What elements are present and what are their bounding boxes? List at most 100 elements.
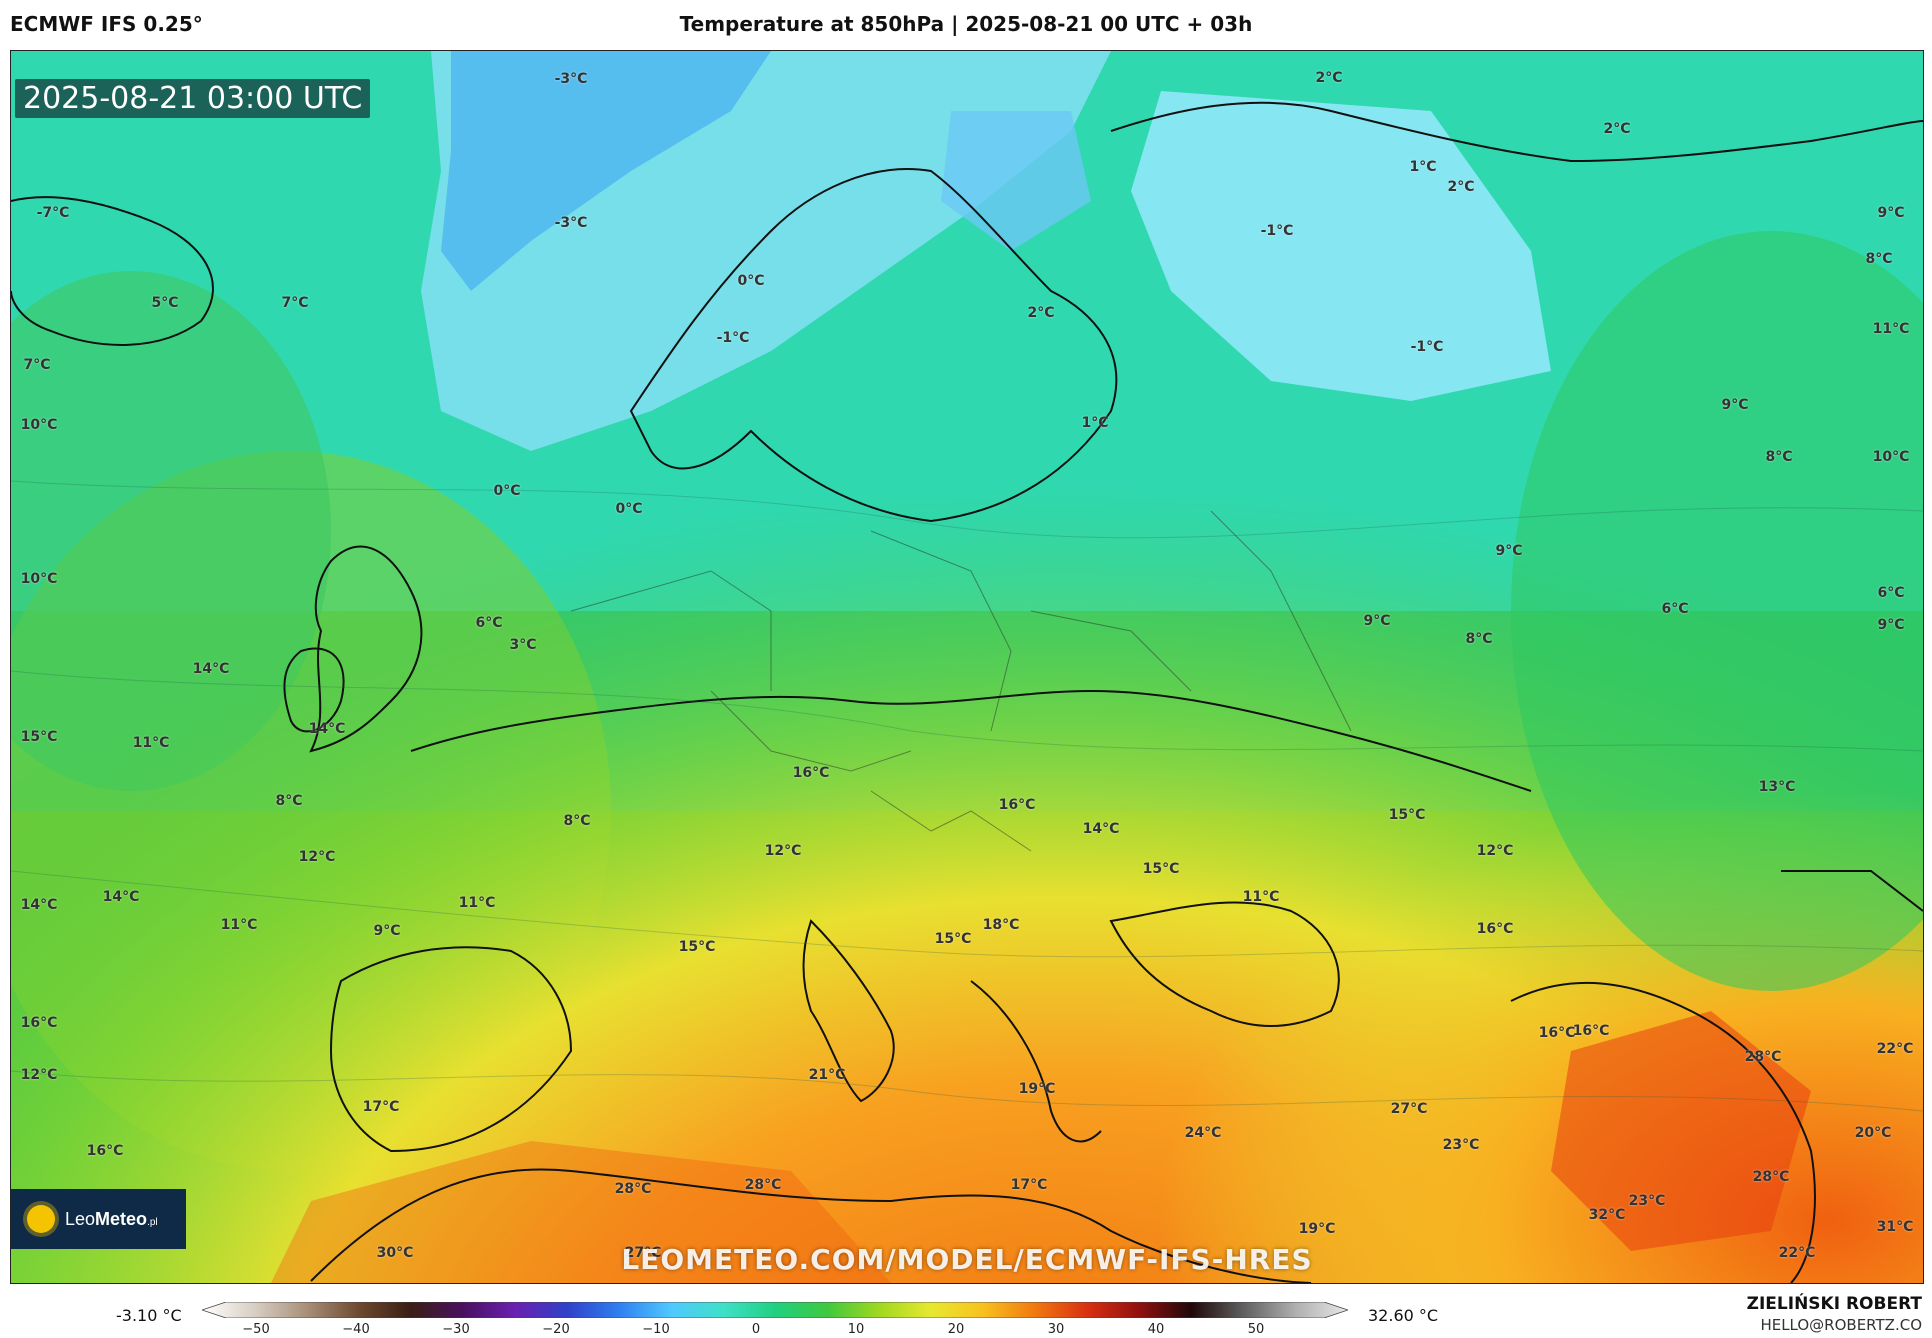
temp-label: 23°C xyxy=(1442,1137,1480,1153)
temp-label: 16°C xyxy=(998,797,1036,813)
temp-label: 7°C xyxy=(281,295,309,311)
temp-label: 2°C xyxy=(1027,305,1055,321)
legend-tick: −10 xyxy=(642,1322,670,1337)
legend-tick: −30 xyxy=(442,1322,470,1337)
temp-label: 16°C xyxy=(1572,1023,1610,1039)
temp-label: 16°C xyxy=(86,1143,124,1159)
temp-label: 9°C xyxy=(373,923,401,939)
temp-label: 9°C xyxy=(1877,205,1905,221)
temp-label: 12°C xyxy=(1476,843,1514,859)
logo-text: LeoMeteo.pl xyxy=(65,1208,158,1229)
temp-label: 28°C xyxy=(1752,1169,1790,1185)
legend-tick: 0 xyxy=(751,1322,761,1337)
temp-label: 28°C xyxy=(744,1177,782,1193)
temp-label: 15°C xyxy=(1142,861,1180,877)
temp-label: 12°C xyxy=(298,849,336,865)
legend-max-value: 32.60 °C xyxy=(1368,1306,1439,1325)
temp-label: 1°C xyxy=(1081,415,1109,431)
temp-label: 15°C xyxy=(678,939,716,955)
temp-label: 15°C xyxy=(1388,807,1426,823)
temp-label: 16°C xyxy=(20,1015,58,1031)
temp-label: 2°C xyxy=(1315,70,1343,86)
legend-tick: 10 xyxy=(847,1322,865,1337)
temp-label: 14°C xyxy=(102,889,140,905)
temp-label: 23°C xyxy=(1628,1193,1666,1209)
temp-label: 0°C xyxy=(615,501,643,517)
legend-tick: −40 xyxy=(342,1322,370,1337)
temp-label: 2°C xyxy=(1447,179,1475,195)
temp-label: 28°C xyxy=(1744,1049,1782,1065)
temperature-field xyxy=(11,51,1923,1283)
legend-tick: 50 xyxy=(1247,1322,1265,1337)
temp-label: 9°C xyxy=(1495,543,1523,559)
temp-label: 3°C xyxy=(509,637,537,653)
colorbar xyxy=(202,1302,1348,1318)
temp-label: 11°C xyxy=(1872,321,1910,337)
temp-label: 15°C xyxy=(934,931,972,947)
temp-label: -7°C xyxy=(36,205,70,221)
temp-label: 13°C xyxy=(1758,779,1796,795)
legend-tick: 40 xyxy=(1147,1322,1165,1337)
temp-label: 16°C xyxy=(1538,1025,1576,1041)
temp-label: 31°C xyxy=(1876,1219,1914,1235)
sun-icon xyxy=(27,1205,55,1233)
temp-label: 11°C xyxy=(458,895,496,911)
legend-tick: 20 xyxy=(947,1322,965,1337)
temp-label: 20°C xyxy=(1854,1125,1892,1141)
temp-label: 16°C xyxy=(1476,921,1514,937)
temp-label: 10°C xyxy=(20,571,58,587)
site-watermark: LEOMETEO.COM/MODEL/ECMWF-IFS-HRES xyxy=(621,1243,1313,1276)
temp-label: 28°C xyxy=(614,1181,652,1197)
map-title: Temperature at 850hPa | 2025-08-21 00 UT… xyxy=(679,12,1253,36)
temp-label: 9°C xyxy=(1721,397,1749,413)
temp-label: 9°C xyxy=(1877,617,1905,633)
temp-label: 14°C xyxy=(1082,821,1120,837)
legend-tick: −50 xyxy=(242,1322,270,1337)
temp-label: 1°C xyxy=(1409,159,1437,175)
temp-label: 6°C xyxy=(1661,601,1689,617)
temp-label: -3°C xyxy=(554,71,588,87)
temp-label: 8°C xyxy=(275,793,303,809)
author-name: ZIELIŃSKI ROBERT xyxy=(1746,1294,1922,1314)
temp-label: 0°C xyxy=(737,273,765,289)
temp-label: 12°C xyxy=(20,1067,58,1083)
temp-label: 27°C xyxy=(624,1245,662,1261)
legend-min-value: -3.10 °C xyxy=(116,1306,182,1325)
temp-label: 10°C xyxy=(20,417,58,433)
author-email[interactable]: HELLO@ROBERTZ.CO xyxy=(1760,1316,1922,1334)
temp-label: 14°C xyxy=(192,661,230,677)
temp-label: 2°C xyxy=(1603,121,1631,137)
temp-label: 24°C xyxy=(1184,1125,1222,1141)
leometeo-logo[interactable]: LeoMeteo.pl xyxy=(11,1189,186,1249)
temp-label: 12°C xyxy=(764,843,802,859)
temp-label: 11°C xyxy=(220,917,258,933)
model-name: ECMWF IFS 0.25° xyxy=(10,12,203,36)
temp-label: 0°C xyxy=(493,483,521,499)
temp-label: 6°C xyxy=(475,615,503,631)
temp-label: 17°C xyxy=(1010,1177,1048,1193)
temp-label: 19°C xyxy=(1018,1081,1056,1097)
temp-label: 6°C xyxy=(1877,585,1905,601)
map-area: 2025-08-21 03:00 UTC -3°C -3°C 0°C -1°C … xyxy=(10,50,1924,1284)
temp-label: 10°C xyxy=(1872,449,1910,465)
temp-label: 8°C xyxy=(563,813,591,829)
temp-label: 14°C xyxy=(308,721,346,737)
temp-label: 18°C xyxy=(982,917,1020,933)
temp-label: 8°C xyxy=(1465,631,1493,647)
temp-label: 19°C xyxy=(1298,1221,1336,1237)
temp-label: 7°C xyxy=(23,357,51,373)
temp-label: 17°C xyxy=(362,1099,400,1115)
legend-tick: 30 xyxy=(1047,1322,1065,1337)
temp-label: 21°C xyxy=(808,1067,846,1083)
temp-label: -1°C xyxy=(1260,223,1294,239)
temp-label: 27°C xyxy=(1390,1101,1428,1117)
color-legend: -3.10 °C −50 −40 −30 −20 −10 0 10 20 30 … xyxy=(0,1282,1932,1338)
legend-tick: −20 xyxy=(542,1322,570,1337)
temp-label: 14°C xyxy=(20,897,58,913)
temp-label: 8°C xyxy=(1765,449,1793,465)
temp-label: 9°C xyxy=(1363,613,1391,629)
temp-label: 22°C xyxy=(1778,1245,1816,1261)
temp-label: 16°C xyxy=(792,765,830,781)
temp-label: -3°C xyxy=(554,215,588,231)
temp-label: 22°C xyxy=(1876,1041,1914,1057)
